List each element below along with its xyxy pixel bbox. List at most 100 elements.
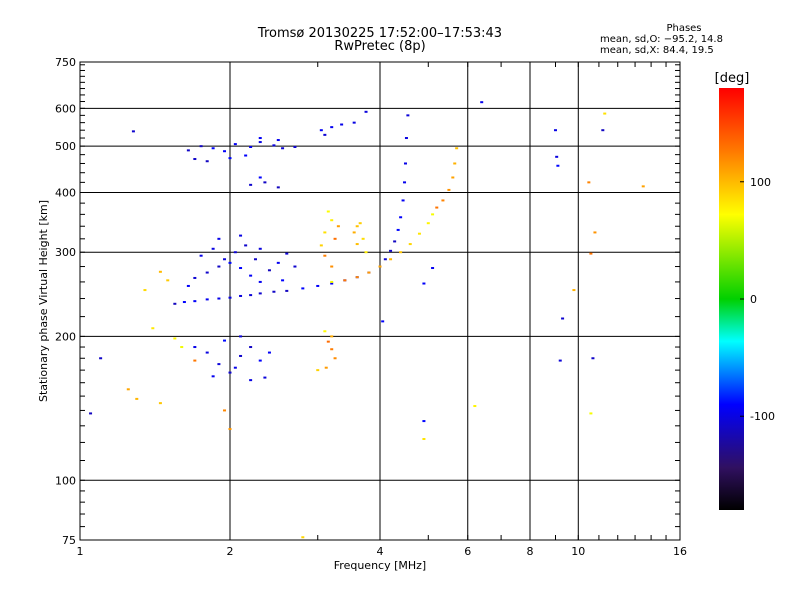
data-point [249,183,253,186]
data-point [326,340,330,343]
y-axis-label: Stationary phase Virtual Height [km] [37,200,50,402]
stats-heading: Phases [666,23,702,34]
data-point [186,149,190,152]
data-point [451,176,455,179]
data-point [249,146,253,149]
data-point [217,265,221,268]
data-point [572,289,576,292]
data-point [396,228,400,231]
colorbar-ticks: 100 0 -100 [740,176,775,423]
data-point [330,126,334,129]
data-point [293,265,297,268]
data-point [422,420,426,423]
data-point [293,146,297,149]
data-point [301,536,305,539]
data-point [555,155,559,158]
data-point [166,279,170,282]
data-point [601,129,605,132]
data-point [263,376,267,379]
data-point [591,357,595,360]
y-tick-label: 500 [55,140,76,153]
data-point [417,232,421,235]
data-point [223,258,227,261]
data-point [352,231,356,234]
data-point [399,216,403,219]
data-point [211,147,215,150]
data-point [158,402,162,405]
data-point [330,219,334,222]
data-point [249,379,253,382]
data-point [285,252,289,255]
data-point [453,162,457,165]
x-tick-label: 2 [227,545,234,558]
data-point [199,254,203,257]
data-point [233,251,237,254]
data-point [258,141,262,144]
y-tick-label: 75 [62,534,76,547]
data-point [258,176,262,179]
data-point [228,261,232,264]
data-point [258,247,262,250]
data-point [323,231,327,234]
data-point [272,290,276,293]
data-point [193,300,197,303]
stats-x-mode: mean, sd,X: 84.4, 19.5 [600,45,714,56]
data-point [343,279,347,282]
colorbar-tick-label: -100 [750,410,775,423]
data-point [99,357,103,360]
data-point [249,274,253,277]
data-point [558,359,562,362]
data-point [180,346,184,349]
data-point [239,294,243,297]
x-tick-label: 6 [464,545,471,558]
data-point [281,147,285,150]
data-point [383,258,387,261]
data-point [258,359,262,362]
data-point [267,351,271,354]
data-point [205,271,209,274]
stats-o-mode: mean, sd,O: −95.2, 14.8 [600,34,723,45]
x-axis: 1 2 4 6 8 10 16 [77,62,687,558]
data-point [205,351,209,354]
data-point [556,164,560,167]
data-point [285,289,289,292]
data-point [272,144,276,147]
data-point [258,292,262,295]
data-point [249,294,253,297]
data-point [361,237,365,240]
data-point [316,369,320,372]
data-point [381,320,385,323]
data-point [389,249,393,252]
data-point [447,188,451,191]
data-point [263,181,267,184]
data-point [239,234,243,237]
data-point [378,265,382,268]
data-point [333,357,337,360]
data-point [324,366,328,369]
data-point [228,371,232,374]
data-point [352,121,356,124]
data-point [276,139,280,142]
data-point [281,279,285,282]
data-point [253,258,257,261]
y-tick-label: 300 [55,246,76,259]
data-point [244,244,248,247]
data-point [553,129,557,132]
data-point [193,276,197,279]
data-point [301,287,305,290]
data-point [239,335,243,338]
data-point [223,150,227,153]
data-point [422,282,426,285]
data-point [267,269,271,272]
colorbar [719,88,744,510]
data-point [319,129,323,132]
data-point [330,282,334,285]
data-point [422,437,426,440]
data-point [480,101,484,104]
data-point [330,335,334,338]
data-point [193,158,197,161]
data-point [173,337,177,340]
data-point [435,206,439,209]
y-tick-label: 400 [55,186,76,199]
